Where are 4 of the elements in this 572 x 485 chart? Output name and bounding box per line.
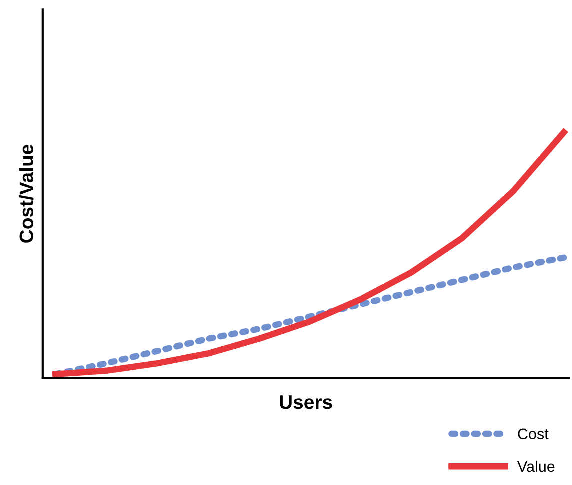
x-axis-title: Users (280, 396, 332, 410)
y-axis-title: Cost/Value (19, 144, 34, 243)
legend-label: Cost (518, 428, 549, 440)
legend-label: Value (518, 460, 555, 472)
